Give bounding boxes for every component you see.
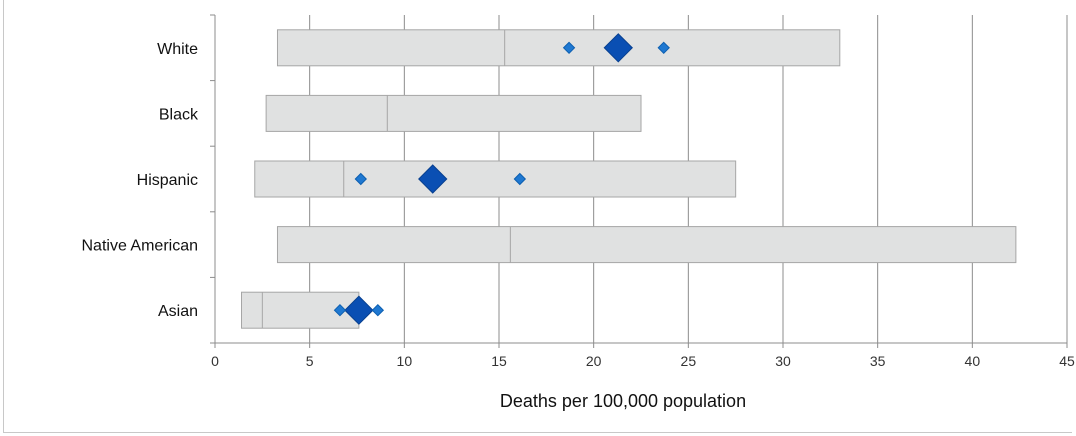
x-tick-label-5: 5 [306,353,314,369]
x-tick-label-0: 0 [211,353,219,369]
axes [210,14,1068,348]
labels: 0 5 10 15 20 25 30 35 40 45 White Black Hispanic Nati… [82,41,1075,369]
x-tick-label-15: 15 [491,353,507,369]
category-label-hispanic: Hispanic [137,172,198,189]
marker-white-small-1 [562,41,576,55]
marker-hispanic-small-5 [513,172,527,186]
box-black [265,94,642,132]
marker-hispanic-small-4 [354,172,367,186]
category-label-white: White [157,41,198,58]
chart-frame [3,0,1072,433]
box-native-american [276,226,1017,264]
boxes [241,29,1017,329]
x-tick-label-45: 45 [1059,353,1075,369]
marker-white-small-2 [657,41,670,55]
x-tick-label-20: 20 [586,353,602,369]
x-tick-label-30: 30 [775,353,791,369]
marker-asian-small-8 [371,303,385,317]
marker-asian-small-7 [333,303,347,317]
marker-asian-large-6 [344,295,374,325]
x-tick-label-25: 25 [681,353,697,369]
category-label-asian: Asian [158,303,198,320]
x-axis-title: Deaths per 100,000 population [500,391,746,411]
marker-hispanic-large-3 [418,164,448,194]
marker-white-large-0 [603,33,633,63]
box-hispanic [254,160,737,198]
x-tick-label-40: 40 [965,353,981,369]
x-tick-label-10: 10 [397,353,413,369]
category-label-native-american: Native American [82,238,199,255]
box-white [276,29,841,67]
x-tick-label-35: 35 [870,353,886,369]
category-label-black: Black [159,106,199,123]
markers [333,33,670,325]
